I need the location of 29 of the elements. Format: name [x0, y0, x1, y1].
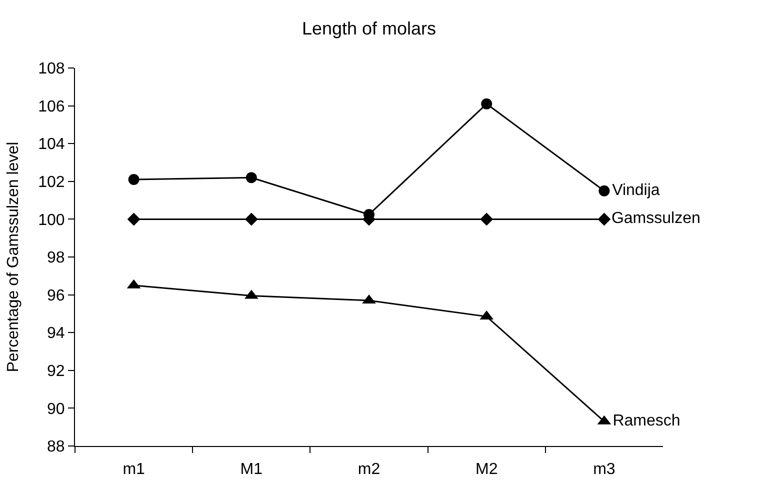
y-axis-title: Percentage of Gamssulzen level	[4, 142, 22, 372]
point	[244, 212, 258, 226]
y-tick-label: 108	[38, 60, 65, 78]
y-tick-label: 98	[47, 250, 65, 267]
y-tick-label: 94	[47, 325, 65, 342]
x-tick-label: m2	[358, 461, 380, 478]
point	[481, 98, 492, 110]
y-tick-label: 92	[47, 363, 65, 380]
series-label: Ramesch	[612, 412, 680, 430]
y-tick-label: 96	[47, 287, 65, 304]
x-tick-label: M2	[475, 461, 498, 478]
point	[480, 212, 494, 226]
x-tick-label: m1	[122, 461, 146, 478]
series-label: Gamssulzen	[611, 210, 700, 228]
chart-title: Length of molars	[302, 18, 436, 39]
y-tick-label: 90	[47, 400, 65, 418]
series-label: Vindija	[612, 182, 660, 199]
y-tick-label: 104	[38, 136, 65, 154]
y-tick-label: 88	[47, 438, 65, 456]
y-tick-label: 100	[38, 212, 65, 229]
x-tick-label: M1	[240, 461, 263, 478]
x-tick-label: m3	[593, 461, 616, 478]
y-tick-label: 106	[38, 98, 65, 116]
point	[598, 212, 611, 226]
point	[598, 185, 610, 196]
y-tick-label: 102	[38, 174, 65, 191]
point	[128, 174, 140, 186]
point	[127, 212, 140, 226]
point	[246, 172, 257, 184]
